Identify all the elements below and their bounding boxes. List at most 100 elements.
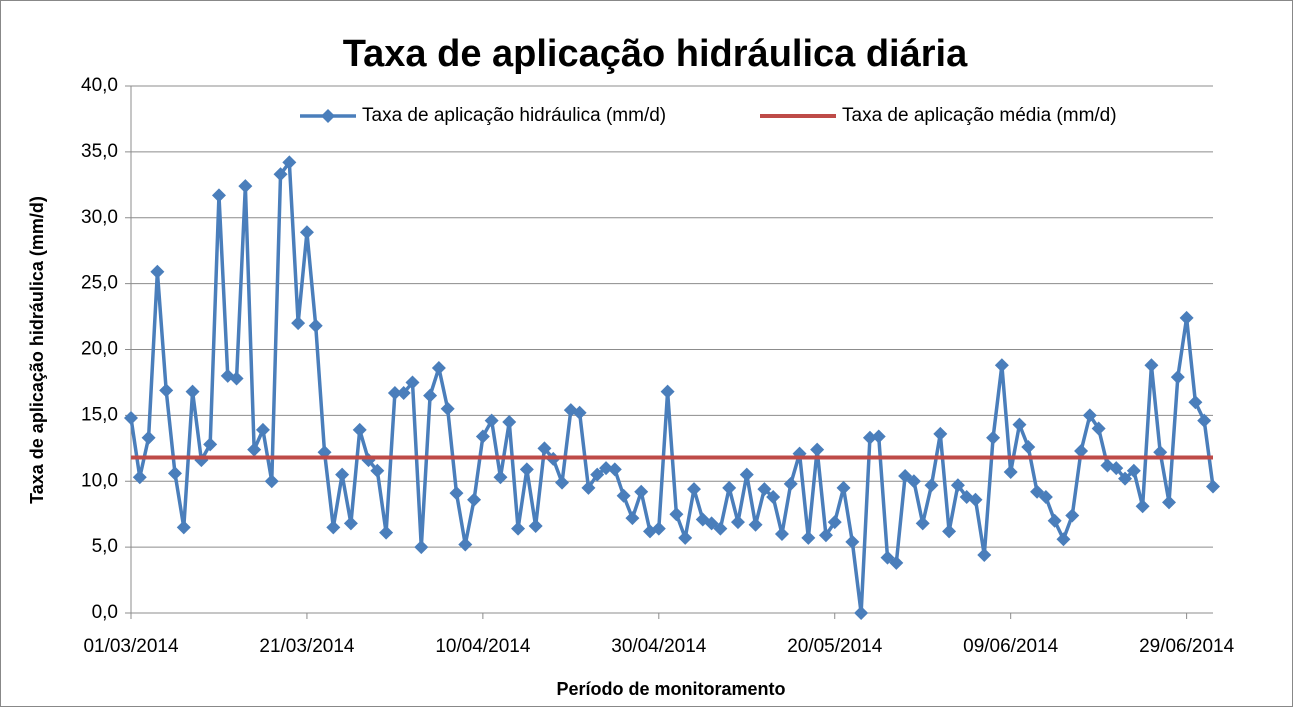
data-point <box>141 430 156 445</box>
data-point <box>1038 490 1053 505</box>
data-point <box>132 470 147 485</box>
data-point <box>379 525 394 540</box>
data-point <box>1144 358 1159 373</box>
data-point <box>405 375 420 390</box>
data-point <box>1003 465 1018 480</box>
data-point <box>1162 495 1177 510</box>
data-point <box>1126 463 1141 478</box>
x-tick-label: 01/03/2014 <box>83 636 179 657</box>
data-point <box>889 555 904 570</box>
data-point <box>686 482 701 497</box>
data-point <box>493 470 508 485</box>
data-point <box>678 530 693 545</box>
data-point <box>1091 421 1106 436</box>
data-point <box>449 486 464 501</box>
data-point <box>748 517 763 532</box>
data-point <box>880 550 895 565</box>
data-point <box>1030 484 1045 499</box>
y-tick-label: 40,0 <box>81 75 118 96</box>
data-point <box>924 478 939 493</box>
x-tick-label: 10/04/2014 <box>435 636 531 657</box>
data-point <box>203 437 218 452</box>
data-point <box>370 463 385 478</box>
data-point <box>423 388 438 403</box>
data-point <box>906 474 921 489</box>
data-point <box>660 384 675 399</box>
data-point <box>1065 508 1080 523</box>
data-point <box>282 155 297 170</box>
data-point <box>810 442 825 457</box>
data-point <box>704 516 719 531</box>
y-tick-label: 10,0 <box>81 470 118 491</box>
data-point <box>308 318 323 333</box>
data-point <box>159 383 174 398</box>
x-tick-label: 30/04/2014 <box>611 636 707 657</box>
data-point <box>519 462 534 477</box>
data-point <box>467 492 482 507</box>
data-point <box>757 482 772 497</box>
legend-label: Taxa de aplicação média (mm/d) <box>842 105 1117 126</box>
data-point <box>1021 439 1036 454</box>
data-point <box>572 405 587 420</box>
data-point <box>502 414 517 429</box>
data-point <box>1206 479 1220 494</box>
data-point <box>634 484 649 499</box>
data-point <box>291 316 306 331</box>
data-point <box>766 490 781 505</box>
x-axis-title: Período de monitoramento <box>556 679 785 699</box>
data-point <box>977 548 992 563</box>
data-point <box>1118 471 1133 486</box>
data-point <box>986 430 1001 445</box>
data-point <box>326 520 341 535</box>
data-point <box>150 264 165 279</box>
data-point <box>440 401 455 416</box>
data-point <box>475 429 490 444</box>
data-point <box>352 422 367 437</box>
data-point <box>335 467 350 482</box>
data-point <box>862 430 877 445</box>
data-point <box>484 413 499 428</box>
legend-marker <box>321 109 335 123</box>
data-point <box>730 515 745 530</box>
data-point <box>511 521 526 536</box>
data-point <box>827 515 842 530</box>
data-point <box>933 426 948 441</box>
data-point <box>414 540 429 555</box>
data-point <box>1135 499 1150 514</box>
legend-label: Taxa de aplicação hidráulica (mm/d) <box>362 105 666 126</box>
data-point <box>431 360 446 375</box>
data-point <box>1012 417 1027 432</box>
data-point <box>607 462 622 477</box>
chart-title: Taxa de aplicação hidráulica diária <box>343 33 968 75</box>
data-point <box>942 524 957 539</box>
data-point <box>229 371 244 386</box>
data-point <box>1074 443 1089 458</box>
data-point <box>273 167 288 182</box>
data-point <box>739 467 754 482</box>
y-axis-title: Taxa de aplicação hidráulica (mm/d) <box>27 196 47 504</box>
data-point <box>722 480 737 495</box>
data-point <box>581 480 596 495</box>
data-point <box>1188 395 1203 410</box>
data-point <box>528 519 543 534</box>
x-tick-label: 29/06/2014 <box>1139 636 1235 657</box>
data-point <box>950 478 965 493</box>
data-point <box>264 474 279 489</box>
data-point <box>599 461 614 476</box>
data-point <box>176 520 191 535</box>
data-point <box>1082 408 1097 423</box>
y-tick-label: 5,0 <box>92 536 118 557</box>
y-tick-label: 20,0 <box>81 339 118 360</box>
data-point <box>915 516 930 531</box>
y-tick-label: 25,0 <box>81 273 118 294</box>
y-tick-label: 0,0 <box>92 602 118 623</box>
data-point <box>590 467 605 482</box>
data-point <box>211 188 226 203</box>
data-point <box>343 516 358 531</box>
data-point <box>1170 370 1185 385</box>
data-point <box>124 411 138 426</box>
data-point <box>994 358 1009 373</box>
data-point <box>669 507 684 522</box>
